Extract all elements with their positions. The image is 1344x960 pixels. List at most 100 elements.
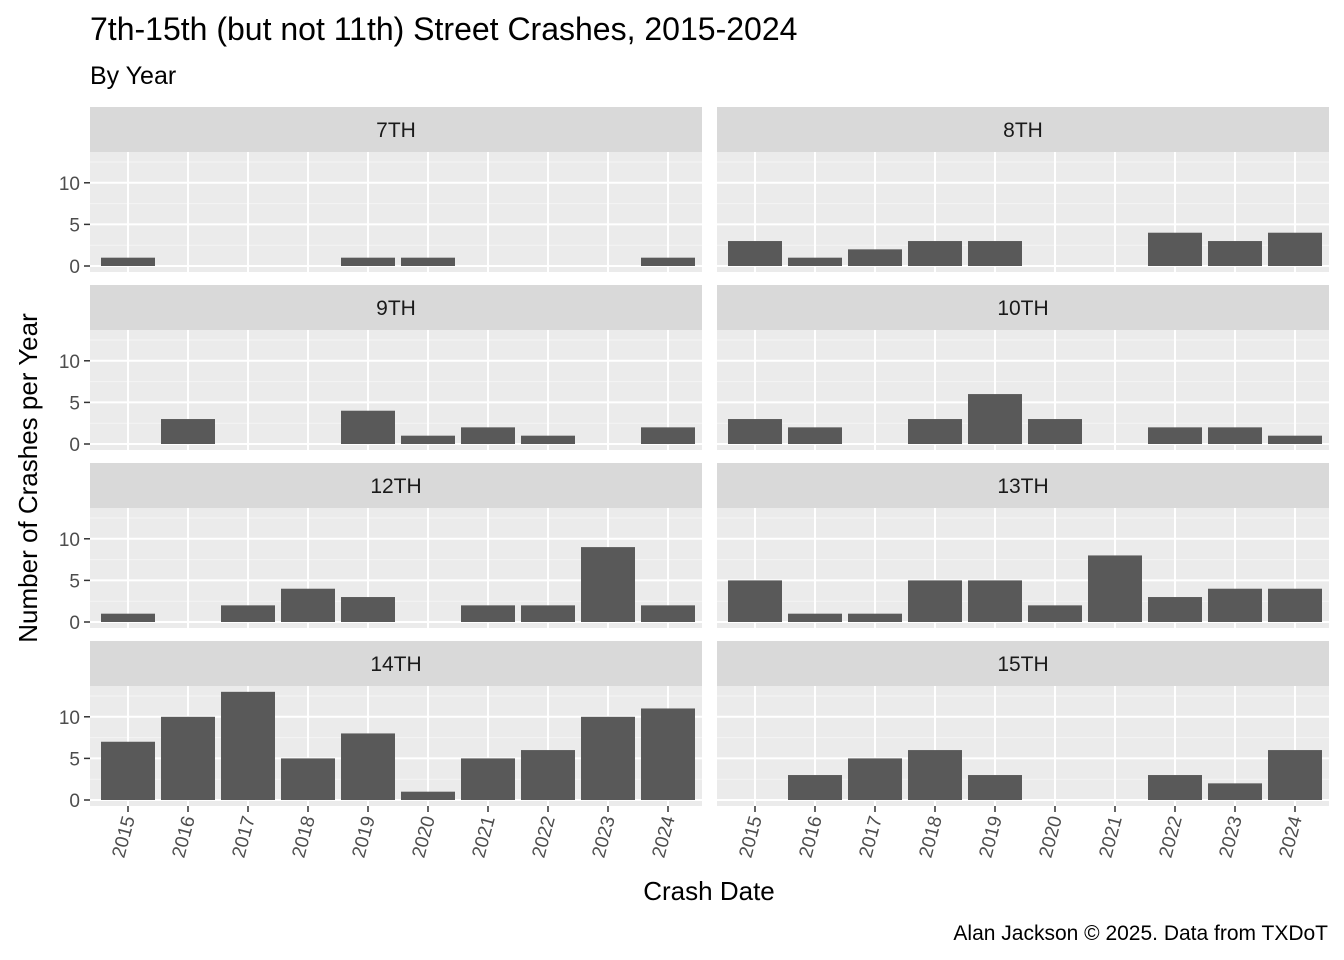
x-tick-label: 2018 — [916, 814, 947, 860]
bar — [1148, 232, 1202, 266]
y-tick-label: 5 — [69, 749, 80, 770]
x-axis-title: Crash Date — [643, 876, 775, 906]
bar — [221, 691, 275, 800]
bar — [1268, 750, 1322, 800]
bar — [968, 775, 1022, 800]
y-axis-title: Number of Crashes per Year — [13, 313, 43, 643]
bar — [461, 427, 515, 444]
x-tick-label: 2017 — [229, 814, 260, 860]
facet-strip — [717, 107, 1329, 152]
bar — [521, 605, 575, 622]
bar — [968, 241, 1022, 266]
bar — [341, 410, 395, 444]
bar — [1208, 783, 1262, 800]
bar — [521, 435, 575, 444]
y-tick-label: 0 — [69, 791, 80, 812]
bar — [1268, 232, 1322, 266]
bar — [908, 580, 962, 622]
facet-panel: 10TH — [717, 285, 1329, 450]
bar — [788, 257, 842, 266]
bar — [641, 427, 695, 444]
facet-strip — [90, 285, 702, 330]
x-tick-label: 2023 — [1216, 814, 1247, 860]
facet-panel: 12TH 0 5 10 — [59, 463, 702, 634]
bar — [521, 750, 575, 800]
bar — [101, 613, 155, 622]
x-tick-label: 2020 — [409, 814, 440, 860]
x-tick-label: 2015 — [736, 814, 767, 860]
bar — [968, 580, 1022, 622]
y-tick-label: 10 — [59, 708, 80, 729]
bar — [401, 257, 455, 266]
x-tick-label: 2015 — [109, 814, 140, 860]
chart-subtitle: By Year — [90, 62, 176, 90]
bar — [281, 758, 335, 800]
x-tick-label: 2016 — [796, 814, 827, 860]
chart-title: 7th-15th (but not 11th) Street Crashes, … — [90, 11, 797, 47]
bar — [641, 257, 695, 266]
facet-strip — [90, 107, 702, 152]
facet-strip-label: 13TH — [997, 475, 1048, 498]
y-tick-label: 5 — [69, 393, 80, 414]
bar — [788, 427, 842, 444]
bar — [1208, 241, 1262, 266]
bar — [161, 716, 215, 800]
x-tick-label: 2016 — [169, 814, 200, 860]
facet-panel: 8TH — [717, 107, 1329, 272]
x-tick-label: 2019 — [976, 814, 1007, 860]
y-tick-label: 5 — [69, 215, 80, 236]
x-tick-label: 2022 — [529, 814, 560, 860]
bar — [341, 597, 395, 622]
facet-strip — [717, 463, 1329, 508]
x-tick-label: 2024 — [1276, 813, 1307, 860]
y-tick-label: 5 — [69, 571, 80, 592]
bar — [1268, 588, 1322, 622]
facet-panel: 9TH 0 5 10 — [59, 285, 702, 456]
bar — [908, 750, 962, 800]
bar — [1148, 427, 1202, 444]
x-tick-label: 2020 — [1036, 814, 1067, 860]
x-tick-label: 2023 — [589, 814, 620, 860]
facet-strip-label: 7TH — [376, 119, 416, 142]
bar — [341, 257, 395, 266]
x-tick-label: 2021 — [1096, 814, 1127, 860]
facet-strip — [717, 285, 1329, 330]
bar — [848, 249, 902, 266]
bar — [848, 613, 902, 622]
facet-panel: 14TH 0 5 10 2015 2016 2017 2018 2019 2020 2021 2022… — [59, 641, 702, 860]
facet-strip-label: 14TH — [370, 653, 421, 676]
bar — [908, 419, 962, 444]
facet-strip-label: 8TH — [1003, 119, 1043, 142]
x-tick-label: 2022 — [1156, 814, 1187, 860]
y-tick-label: 10 — [59, 174, 80, 195]
bar — [341, 733, 395, 800]
facet-strip-label: 12TH — [370, 475, 421, 498]
bar — [461, 758, 515, 800]
y-tick-label: 0 — [69, 435, 80, 456]
bar — [1148, 597, 1202, 622]
facet-strip-label: 15TH — [997, 653, 1048, 676]
bar — [101, 257, 155, 266]
panel-background — [90, 152, 702, 272]
bar — [1028, 605, 1082, 622]
bar — [1148, 775, 1202, 800]
y-tick-label: 10 — [59, 352, 80, 373]
y-tick-label: 0 — [69, 613, 80, 634]
bar — [581, 547, 635, 622]
bar — [281, 588, 335, 622]
bar — [788, 613, 842, 622]
facet-panel: 7TH 0 5 10 — [59, 107, 702, 278]
bar — [641, 708, 695, 800]
bar — [1028, 419, 1082, 444]
facet-panel: 13TH — [717, 463, 1329, 628]
bar — [728, 241, 782, 266]
bar — [728, 580, 782, 622]
bar — [101, 741, 155, 800]
x-tick-label: 2021 — [469, 814, 500, 860]
bar — [221, 605, 275, 622]
facet-strip-label: 9TH — [376, 297, 416, 320]
bar — [161, 419, 215, 444]
bar — [788, 775, 842, 800]
bar — [641, 605, 695, 622]
